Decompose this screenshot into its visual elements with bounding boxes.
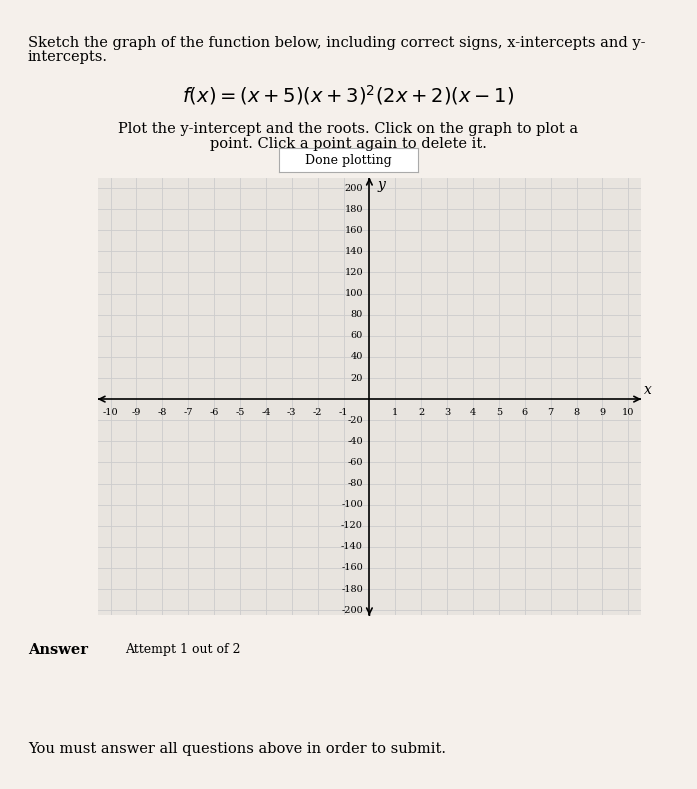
Text: -3: -3 bbox=[287, 408, 296, 417]
Text: -5: -5 bbox=[236, 408, 245, 417]
Text: x: x bbox=[644, 383, 652, 397]
Text: 20: 20 bbox=[351, 373, 363, 383]
Text: Sketch the graph of the function below, including correct signs, x-intercepts an: Sketch the graph of the function below, … bbox=[28, 36, 645, 50]
Text: 200: 200 bbox=[344, 184, 363, 193]
Text: -8: -8 bbox=[158, 408, 167, 417]
Text: 160: 160 bbox=[344, 226, 363, 235]
Text: -20: -20 bbox=[347, 416, 363, 424]
Text: 7: 7 bbox=[548, 408, 553, 417]
Text: intercepts.: intercepts. bbox=[28, 50, 108, 65]
Text: -120: -120 bbox=[341, 522, 363, 530]
Text: 4: 4 bbox=[470, 408, 476, 417]
Text: -6: -6 bbox=[209, 408, 219, 417]
Text: -160: -160 bbox=[342, 563, 363, 573]
Text: 6: 6 bbox=[521, 408, 528, 417]
Text: 10: 10 bbox=[622, 408, 634, 417]
Text: $f(x) = (x + 5)(x + 3)^2(2x + 2)(x - 1)$: $f(x) = (x + 5)(x + 3)^2(2x + 2)(x - 1)$ bbox=[183, 83, 514, 107]
Text: -40: -40 bbox=[347, 437, 363, 446]
Text: You must answer all questions above in order to submit.: You must answer all questions above in o… bbox=[28, 742, 446, 756]
Text: 3: 3 bbox=[444, 408, 450, 417]
Text: -2: -2 bbox=[313, 408, 323, 417]
Text: 5: 5 bbox=[496, 408, 502, 417]
Text: 40: 40 bbox=[351, 353, 363, 361]
Text: Plot the y-intercept and the roots. Click on the graph to plot a: Plot the y-intercept and the roots. Clic… bbox=[118, 122, 579, 136]
Text: -1: -1 bbox=[339, 408, 348, 417]
Text: -9: -9 bbox=[132, 408, 141, 417]
Text: Done plotting: Done plotting bbox=[305, 154, 392, 166]
Text: -100: -100 bbox=[342, 500, 363, 509]
Text: 180: 180 bbox=[344, 204, 363, 214]
Text: 140: 140 bbox=[344, 247, 363, 256]
Text: 80: 80 bbox=[351, 310, 363, 320]
Text: -4: -4 bbox=[261, 408, 270, 417]
Text: -80: -80 bbox=[347, 479, 363, 488]
Text: 2: 2 bbox=[418, 408, 424, 417]
Text: point. Click a point again to delete it.: point. Click a point again to delete it. bbox=[210, 137, 487, 151]
Text: y: y bbox=[377, 178, 385, 192]
Text: 100: 100 bbox=[344, 289, 363, 298]
Text: 120: 120 bbox=[344, 268, 363, 277]
Text: 1: 1 bbox=[392, 408, 399, 417]
Text: -7: -7 bbox=[183, 408, 193, 417]
Text: -200: -200 bbox=[342, 606, 363, 615]
Text: -140: -140 bbox=[341, 542, 363, 552]
Text: 60: 60 bbox=[351, 331, 363, 340]
Text: -10: -10 bbox=[102, 408, 118, 417]
Text: Attempt 1 out of 2: Attempt 1 out of 2 bbox=[125, 643, 241, 656]
Text: -60: -60 bbox=[347, 458, 363, 467]
Text: Answer: Answer bbox=[28, 643, 88, 657]
Text: 9: 9 bbox=[599, 408, 606, 417]
Text: -180: -180 bbox=[342, 585, 363, 593]
Text: 8: 8 bbox=[574, 408, 580, 417]
